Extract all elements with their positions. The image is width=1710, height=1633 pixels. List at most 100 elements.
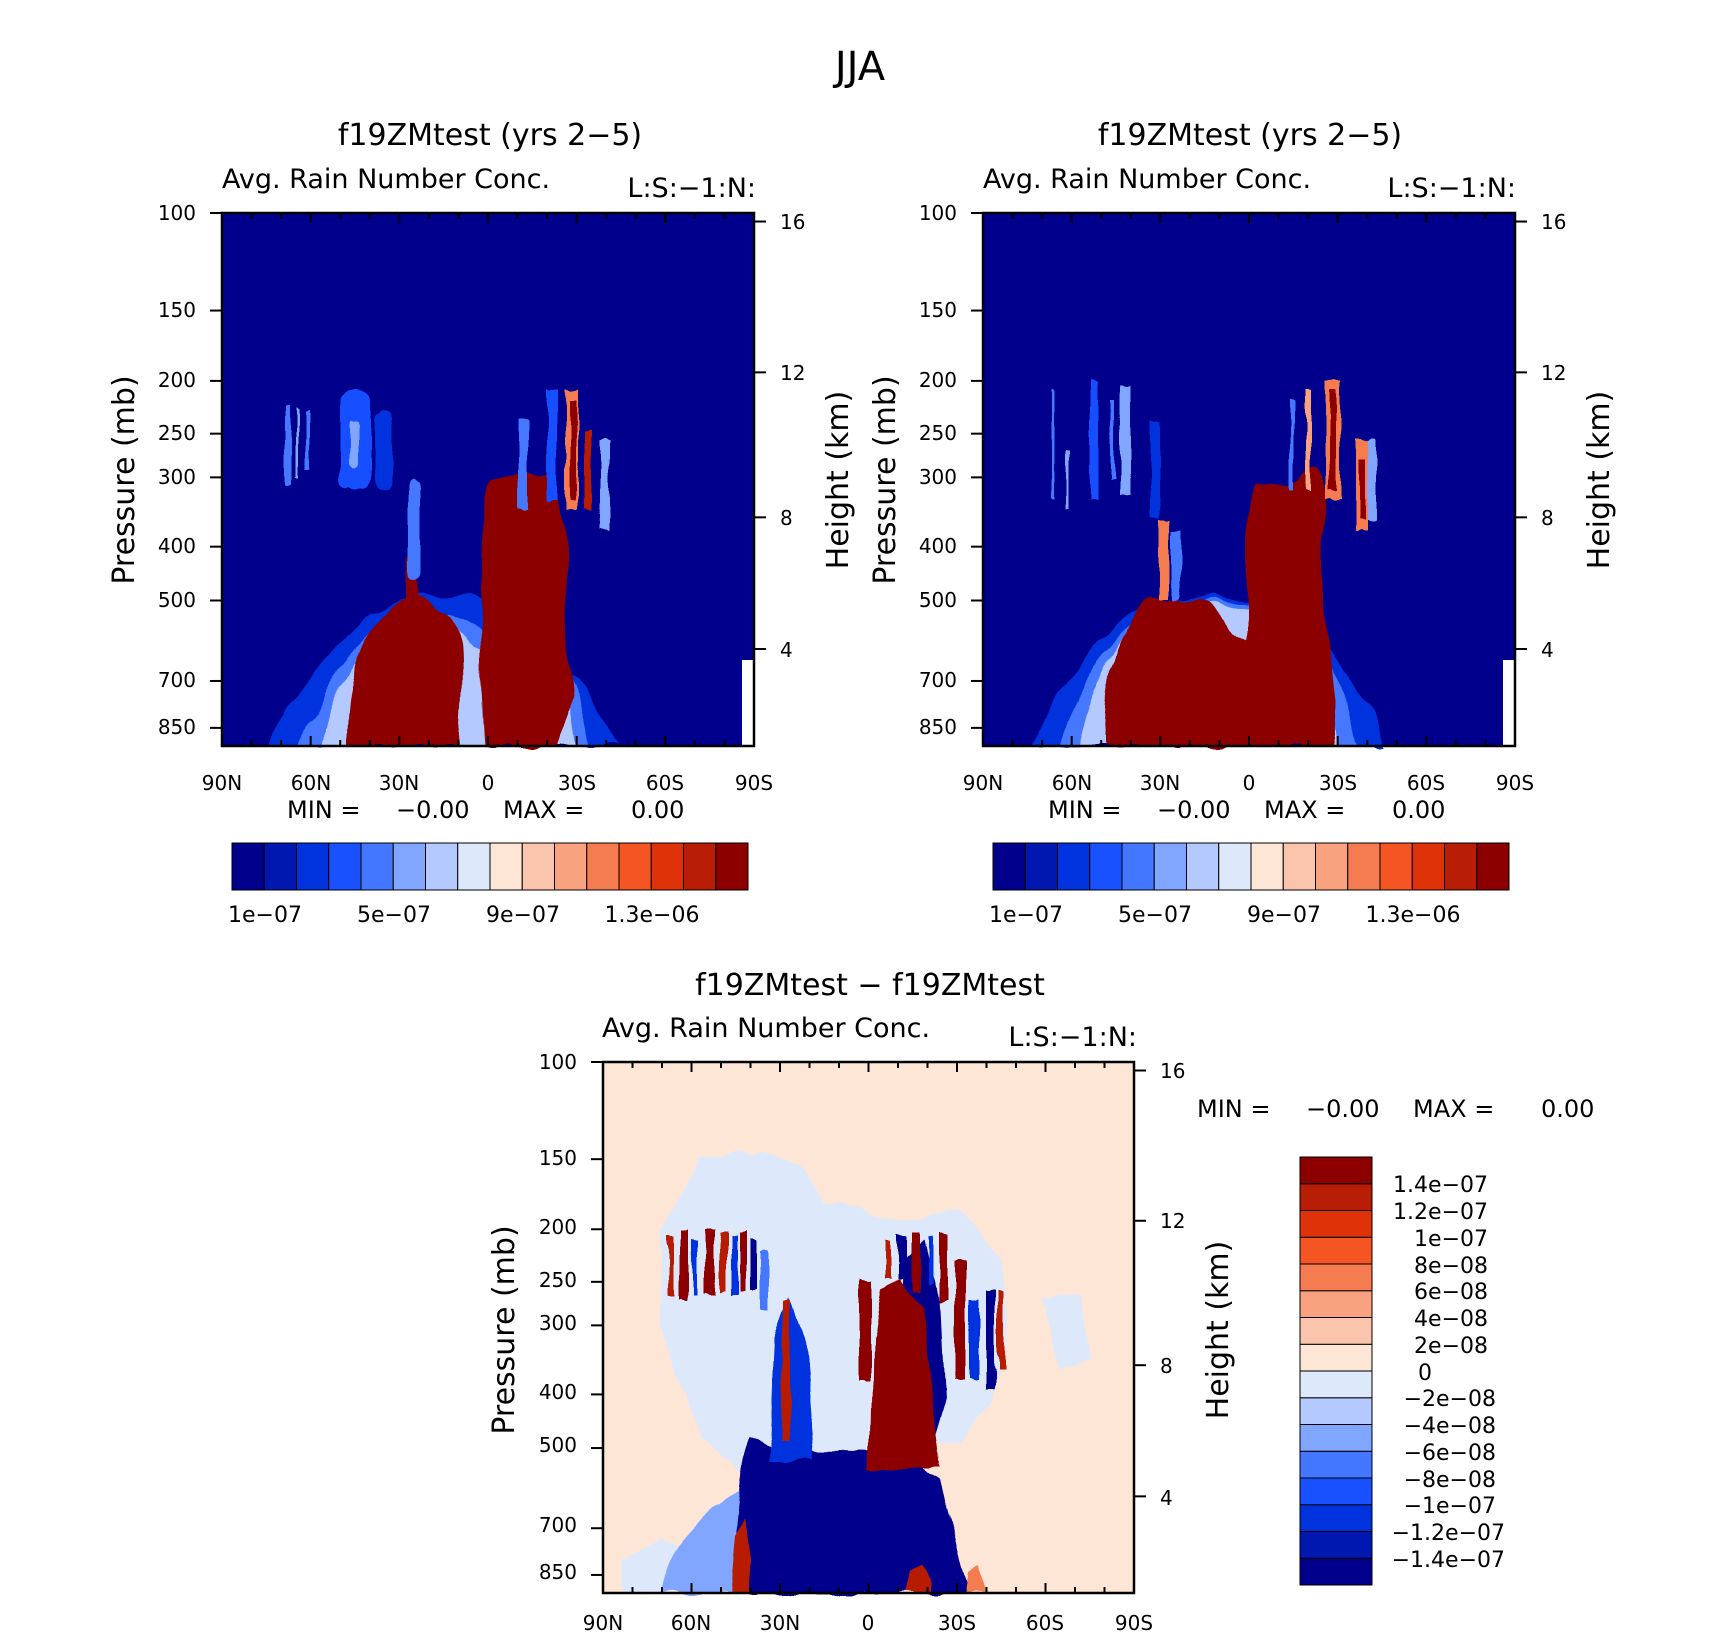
- p-tick-label: 150: [158, 298, 196, 322]
- p-tick-label: 100: [919, 201, 957, 225]
- p-tick-label: 250: [158, 421, 196, 445]
- h-tick-label: 8: [1541, 506, 1554, 530]
- p-tick-label: 400: [919, 534, 957, 558]
- colorbar-box: [1315, 842, 1349, 891]
- streak-upper: [928, 1235, 934, 1285]
- streak-upper: [600, 440, 610, 530]
- colorbar-box: [1299, 1477, 1373, 1506]
- p-tick-label: 500: [919, 588, 957, 612]
- streak-upper: [998, 1290, 1004, 1370]
- x-tick-label: 0: [482, 771, 495, 795]
- colorbar-label: −1.4e−07: [1392, 1548, 1505, 1573]
- streak-upper: [305, 410, 309, 470]
- streak-upper: [985, 1290, 995, 1390]
- pale-blue-region: [1040, 1290, 1090, 1370]
- p-tick-label: 700: [158, 668, 196, 692]
- p-tick-label: 500: [158, 588, 196, 612]
- streak-upper: [1305, 390, 1311, 490]
- streak-upper: [1090, 380, 1098, 500]
- colorbar-box: [328, 842, 362, 891]
- x-tick-label: 30N: [379, 771, 419, 795]
- colorbar-label: 1.3e−06: [605, 903, 700, 928]
- streak-upper: [1329, 390, 1337, 490]
- colorbar-box: [1218, 842, 1252, 891]
- colorbar-box: [618, 842, 652, 891]
- streak-upper: [1120, 385, 1130, 495]
- colorbar-box: [1299, 1290, 1373, 1318]
- colorbar-box: [1299, 1504, 1373, 1532]
- p-tick-labels: 100 150 200 250 300 400 500 700 850: [539, 1050, 577, 1584]
- colorbar-label: 6e−08: [1414, 1280, 1488, 1305]
- h-tick-labels: 16 12 8 4: [1541, 210, 1566, 662]
- min-value: −0.00: [396, 796, 470, 824]
- p-tick-label: 200: [539, 1215, 577, 1239]
- colorbar-boxes: [231, 842, 749, 891]
- x-tick-label: 60S: [1407, 771, 1445, 795]
- streak-upper: [375, 410, 393, 490]
- x-tick-label: 0: [862, 1611, 875, 1633]
- x-tick-label: 60N: [291, 771, 331, 795]
- x-tick-label: 30N: [1140, 771, 1180, 795]
- max-label: MAX =: [1264, 796, 1345, 824]
- contour-plot: [983, 213, 1515, 746]
- colorbar-box: [1299, 1343, 1373, 1372]
- streak-upper: [912, 1232, 920, 1292]
- x-tick-labels: 90N 60N 30N 0 30S 60S 90S: [202, 771, 773, 795]
- colorbar-box: [1186, 842, 1220, 891]
- x-tick-label: 60S: [646, 771, 684, 795]
- colorbar-box: [489, 842, 523, 891]
- panel-3: f19ZMtest − f19ZMtest Avg. Rain Number C…: [487, 968, 1594, 1633]
- colorbar-box: [1282, 842, 1316, 891]
- pos-upper: [870, 1280, 940, 1470]
- p-tick-label: 400: [539, 1380, 577, 1404]
- colorbar-label: 1.3e−06: [1366, 903, 1461, 928]
- x-tick-label: 30N: [760, 1611, 800, 1633]
- streak-upper: [547, 390, 557, 500]
- streak-upper: [1150, 420, 1160, 520]
- colorbar-box: [1299, 1263, 1373, 1292]
- colorbar-box: [1299, 1156, 1373, 1185]
- h-tick-label: 8: [780, 506, 793, 530]
- colorbar-box: [263, 842, 297, 891]
- min-value: −0.00: [1306, 1095, 1380, 1123]
- contour-plot: [603, 1062, 1134, 1593]
- colorbar-box: [360, 842, 394, 891]
- colorbar-box: [1153, 842, 1187, 891]
- colorbar-box: [1299, 1424, 1373, 1452]
- streak-upper: [860, 1280, 870, 1380]
- p-tick-label: 500: [539, 1433, 577, 1457]
- p-tick-label: 300: [158, 465, 196, 489]
- colorbar-label: 1e−07: [989, 903, 1063, 928]
- upper-streaks: [1050, 380, 1376, 600]
- y-axis-label-height: Height (km): [1201, 1241, 1236, 1420]
- p-tick-label: 100: [539, 1050, 577, 1074]
- colorbar-boxes: [1299, 1156, 1373, 1586]
- colorbar-box: [554, 842, 588, 891]
- x-tick-label: 90N: [583, 1611, 623, 1633]
- colorbar-label: 1.4e−07: [1393, 1173, 1488, 1198]
- streak-upper: [1160, 520, 1168, 600]
- max-value: 0.00: [1541, 1095, 1594, 1123]
- h-tick-labels: 16 12 8 4: [780, 210, 805, 662]
- x-tick-label: 60N: [1052, 771, 1092, 795]
- colorbar-box: [1347, 842, 1381, 891]
- colorbar-box: [1121, 842, 1155, 891]
- colorbar-box: [425, 842, 459, 891]
- pos-lower: [905, 1560, 930, 1593]
- y-axis-label-pressure: Pressure (mb): [868, 375, 903, 584]
- min-max-readout: MIN = −0.00 MAX = 0.00: [1197, 1095, 1594, 1123]
- colorbar: 1e−07 5e−07 9e−07 1.3e−06: [228, 842, 749, 928]
- streak-upper: [584, 430, 592, 510]
- panel-right-string: L:S:−1:N:: [1008, 1022, 1137, 1053]
- x-tick-label: 60S: [1026, 1611, 1064, 1633]
- y-axis-label-pressure: Pressure (mb): [107, 375, 142, 584]
- streak-upper: [898, 1235, 906, 1280]
- x-tick-label: 0: [1243, 771, 1256, 795]
- colorbar-box: [1411, 842, 1445, 891]
- colorbar-label: −8e−08: [1404, 1468, 1496, 1493]
- red-core-sub: [345, 598, 464, 746]
- x-tick-label: 90N: [963, 771, 1003, 795]
- colorbar-label: 1e−07: [228, 903, 302, 928]
- colorbar-box: [1250, 842, 1284, 891]
- neg-upper: [770, 1300, 815, 1460]
